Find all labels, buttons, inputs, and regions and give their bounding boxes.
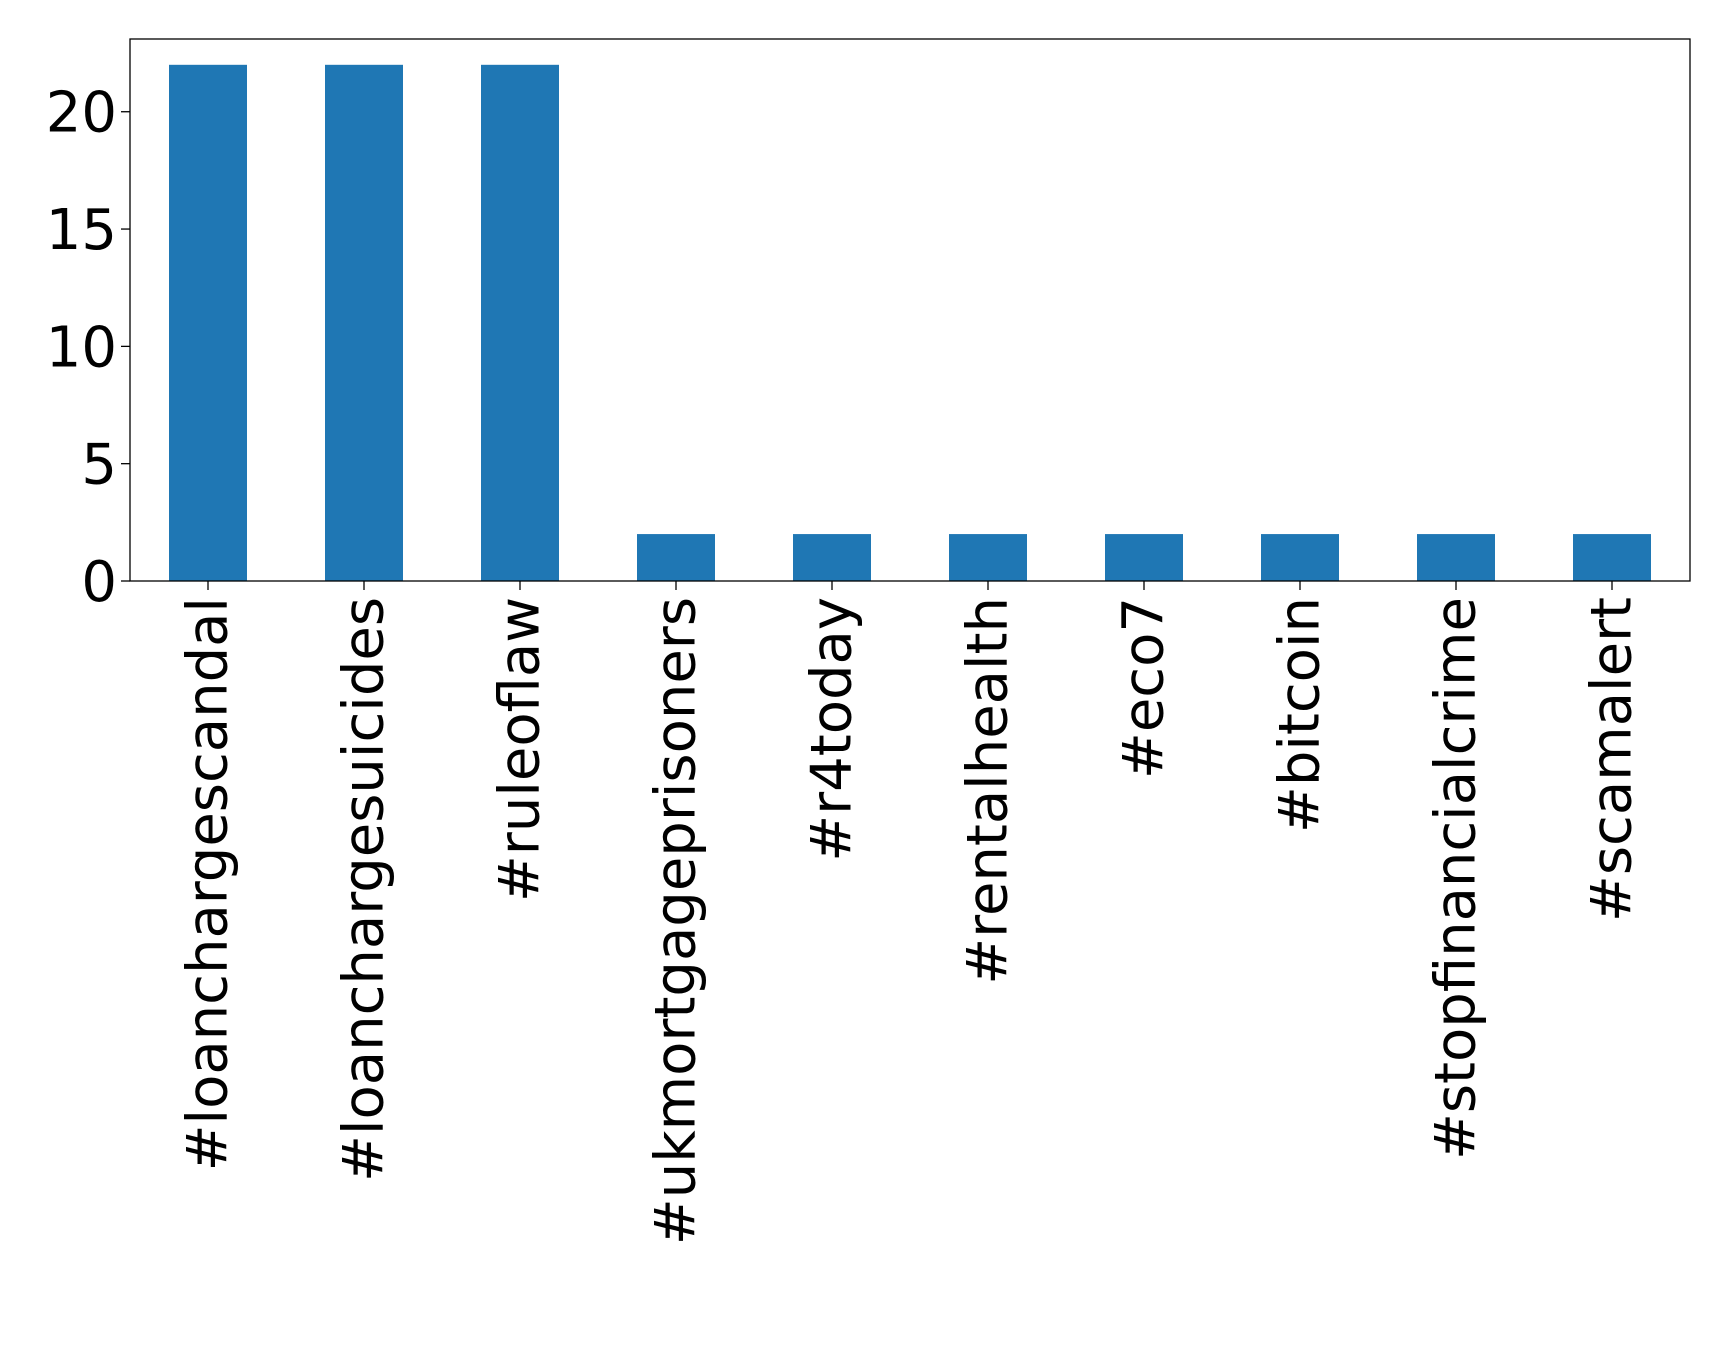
x-tick-label: #ruleoflaw <box>488 597 553 902</box>
bars-group <box>169 64 1651 582</box>
bar <box>637 534 715 581</box>
y-tick-label: 20 <box>46 81 117 146</box>
bar <box>169 64 247 582</box>
x-tick-label: #scamalert <box>1580 597 1645 922</box>
x-axis-ticks: #loanchargescandal #loanchargesuicides #ru… <box>176 581 1645 1245</box>
plot-area-frame <box>129 38 1691 582</box>
x-tick-label: #ukmortgageprisoners <box>644 597 709 1245</box>
x-tick-label: #r4today <box>800 597 865 862</box>
y-axis-ticks: 0 5 10 15 20 <box>46 81 130 615</box>
bar <box>1105 534 1183 581</box>
y-tick-label: 0 <box>81 550 117 615</box>
y-tick-label: 15 <box>46 198 117 263</box>
x-tick-label: #eco7 <box>1112 597 1177 779</box>
bar <box>1417 534 1495 581</box>
bar <box>793 534 871 581</box>
bar <box>481 64 559 582</box>
x-tick-label: #rentalhealth <box>956 597 1021 985</box>
bar <box>325 64 403 582</box>
bar <box>1573 534 1651 581</box>
x-tick-label: #stopfinancialcrime <box>1424 597 1489 1160</box>
bar <box>1261 534 1339 581</box>
x-tick-label: #bitcoin <box>1268 597 1333 833</box>
y-tick-label: 10 <box>46 315 117 380</box>
x-tick-label: #loanchargesuicides <box>332 597 397 1182</box>
bar <box>949 534 1027 581</box>
x-tick-label: #loanchargescandal <box>176 597 241 1171</box>
y-tick-label: 5 <box>81 433 117 498</box>
